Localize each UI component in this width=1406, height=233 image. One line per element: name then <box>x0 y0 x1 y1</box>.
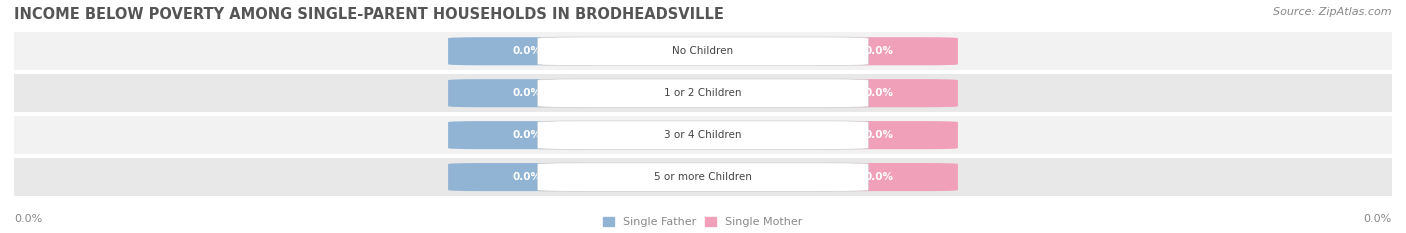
Text: 0.0%: 0.0% <box>513 46 541 56</box>
FancyBboxPatch shape <box>800 79 957 107</box>
Text: 5 or more Children: 5 or more Children <box>654 172 752 182</box>
Text: 0.0%: 0.0% <box>513 172 541 182</box>
Text: INCOME BELOW POVERTY AMONG SINGLE-PARENT HOUSEHOLDS IN BRODHEADSVILLE: INCOME BELOW POVERTY AMONG SINGLE-PARENT… <box>14 7 724 22</box>
FancyBboxPatch shape <box>449 37 606 65</box>
FancyBboxPatch shape <box>537 79 869 107</box>
FancyBboxPatch shape <box>800 37 957 65</box>
FancyBboxPatch shape <box>800 121 957 149</box>
Bar <box>14 116 1392 154</box>
Text: 0.0%: 0.0% <box>14 214 42 224</box>
Text: 0.0%: 0.0% <box>1364 214 1392 224</box>
FancyBboxPatch shape <box>449 121 606 149</box>
Text: 0.0%: 0.0% <box>513 88 541 98</box>
Text: 0.0%: 0.0% <box>865 130 893 140</box>
Text: 1 or 2 Children: 1 or 2 Children <box>664 88 742 98</box>
Text: No Children: No Children <box>672 46 734 56</box>
Bar <box>14 158 1392 196</box>
FancyBboxPatch shape <box>449 163 606 191</box>
Text: 0.0%: 0.0% <box>865 172 893 182</box>
Text: Source: ZipAtlas.com: Source: ZipAtlas.com <box>1274 7 1392 17</box>
Text: 0.0%: 0.0% <box>865 46 893 56</box>
FancyBboxPatch shape <box>800 163 957 191</box>
Bar <box>14 74 1392 112</box>
FancyBboxPatch shape <box>449 79 606 107</box>
Text: 0.0%: 0.0% <box>513 130 541 140</box>
FancyBboxPatch shape <box>537 163 869 191</box>
FancyBboxPatch shape <box>537 121 869 149</box>
FancyBboxPatch shape <box>537 37 869 65</box>
Text: 3 or 4 Children: 3 or 4 Children <box>664 130 742 140</box>
Text: 0.0%: 0.0% <box>865 88 893 98</box>
Legend: Single Father, Single Mother: Single Father, Single Mother <box>603 217 803 227</box>
Bar <box>14 32 1392 70</box>
